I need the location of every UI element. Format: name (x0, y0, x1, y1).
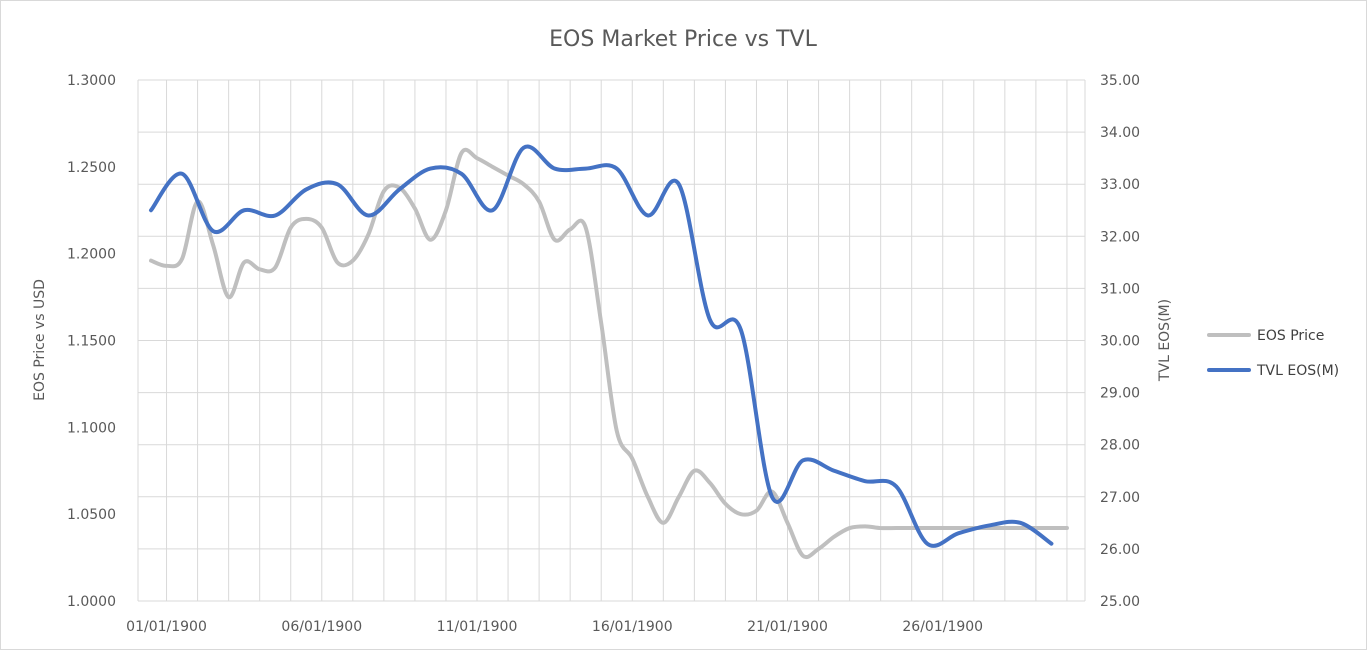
y-right-tick-label: 26.00 (1100, 542, 1140, 558)
y-right-tick-label: 25.00 (1100, 594, 1140, 610)
legend: EOS Price TVL EOS(M) (1207, 328, 1339, 379)
y-left-tick-label: 1.1500 (67, 334, 116, 350)
y-right-tick-label: 34.00 (1100, 125, 1140, 141)
series-line-tvl-eos (149, 144, 1054, 548)
y-left-tick-label: 1.0000 (67, 594, 116, 610)
legend-label-tvl-eos: TVL EOS(M) (1256, 363, 1339, 379)
x-axis-ticks: 01/01/1900 06/01/1900 11/01/1900 16/01/1900… (126, 619, 983, 635)
legend-label-eos-price: EOS Price (1257, 328, 1324, 344)
y-right-tick-label: 32.00 (1100, 229, 1140, 245)
y-right-tick-label: 35.00 (1100, 73, 1140, 89)
y-axis-right-title: TVL EOS(M) (1157, 299, 1173, 382)
y-left-tick-label: 1.0500 (67, 507, 116, 523)
left-axis-ticks: 1.0000 1.0500 1.1000 1.1500 1.2000 1.2500 1.30… (67, 73, 116, 610)
x-tick-label: 26/01/1900 (902, 619, 983, 635)
x-tick-label: 01/01/1900 (126, 619, 207, 635)
series-layer (149, 144, 1069, 560)
x-tick-label: 16/01/1900 (592, 619, 673, 635)
y-right-tick-label: 31.00 (1100, 281, 1140, 297)
y-right-tick-label: 27.00 (1100, 490, 1140, 506)
y-right-tick-label: 28.00 (1100, 438, 1140, 454)
y-right-tick-label: 30.00 (1100, 334, 1140, 350)
y-left-tick-label: 1.3000 (67, 73, 116, 89)
y-axis-left-title: EOS Price vs USD (32, 279, 48, 401)
y-right-tick-label: 33.00 (1100, 177, 1140, 193)
y-left-tick-label: 1.2000 (67, 247, 116, 263)
y-left-tick-label: 1.2500 (67, 160, 116, 176)
series-line-eos-price (149, 147, 1069, 560)
chart-title: EOS Market Price vs TVL (549, 27, 817, 52)
gridlines (137, 79, 1086, 602)
x-tick-label: 06/01/1900 (281, 619, 362, 635)
x-tick-label: 11/01/1900 (437, 619, 518, 635)
y-left-tick-label: 1.1000 (67, 420, 116, 436)
y-right-tick-label: 29.00 (1100, 386, 1140, 402)
x-tick-label: 21/01/1900 (747, 619, 828, 635)
right-axis-ticks: 25.00 26.00 27.00 28.00 29.00 30.00 31.00 32.00… (1100, 73, 1140, 610)
